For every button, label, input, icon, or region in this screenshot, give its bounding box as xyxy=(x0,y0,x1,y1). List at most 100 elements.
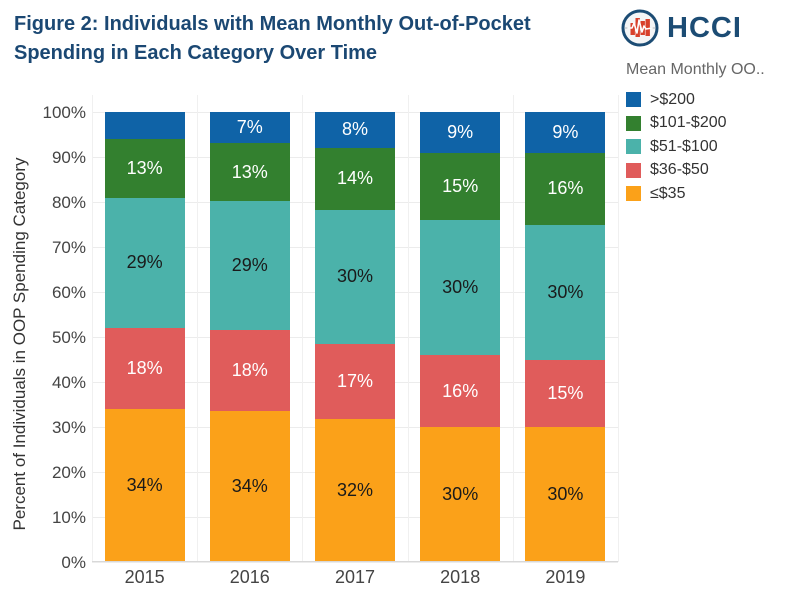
bar-2016: 34% 18% 29% 13% 7% xyxy=(209,112,290,562)
column-divider xyxy=(407,95,409,562)
bar-segment-2018-101-200[interactable]: 15% xyxy=(420,152,501,220)
y-tick-30: 30% xyxy=(51,418,86,437)
bar-segment-2018-35[interactable]: 30% xyxy=(420,427,501,562)
bar-segment-2017-36-50[interactable]: 17% xyxy=(315,343,395,420)
bar-segment-2019-101-200[interactable]: 16% xyxy=(525,152,606,225)
y-tick-80: 80% xyxy=(51,193,86,212)
segment-value-label: 15% xyxy=(547,382,584,403)
x-tick-2015: 2015 xyxy=(124,567,165,587)
segment-value-label: 30% xyxy=(547,484,584,504)
legend-label: $51-$100 xyxy=(650,137,718,155)
legend-label: $101-$200 xyxy=(650,114,727,132)
bar-segment-2019-36-50[interactable]: 15% xyxy=(525,359,606,427)
segment-value-label: 34% xyxy=(126,475,163,495)
bar-segment-2015-36-50[interactable]: 18% xyxy=(104,328,185,409)
x-tick-2017: 2017 xyxy=(334,567,375,587)
segment-value-label: 29% xyxy=(231,255,268,276)
legend-label: >$200 xyxy=(650,90,695,108)
bar-2015: 34% 18% 29% 13% xyxy=(104,112,185,562)
figure-title: Figure 2: Individuals with Mean Monthly … xyxy=(14,10,531,68)
legend-swatch xyxy=(626,162,641,178)
bar-segment-2017-200[interactable]: 8% xyxy=(315,112,395,148)
bar-segment-2016-35[interactable]: 34% xyxy=(209,410,290,562)
bar-segment-2019-200[interactable]: 9% xyxy=(525,112,606,153)
segment-value-label: 8% xyxy=(341,119,368,140)
y-tick-0: 0% xyxy=(61,553,86,572)
y-tick-70: 70% xyxy=(51,238,86,257)
bar-segment-2017-101-200[interactable]: 14% xyxy=(315,147,395,211)
bar-segment-2016-36-50[interactable]: 18% xyxy=(209,330,290,411)
bar-2018: 30% 16% 30% 15% 9% xyxy=(420,112,501,562)
bar-segment-2016-200[interactable]: 7% xyxy=(209,112,290,144)
bar-segment-2016-51-100[interactable]: 29% xyxy=(209,201,290,331)
y-tick-60: 60% xyxy=(51,283,86,302)
hcci-logo-icon xyxy=(621,9,659,47)
bar-segment-2018-36-50[interactable]: 16% xyxy=(420,355,501,427)
segment-value-label: 30% xyxy=(547,281,584,302)
segment-value-label: 13% xyxy=(126,157,163,178)
y-tick-100: 100% xyxy=(42,103,86,122)
bar-segment-2016-101-200[interactable]: 13% xyxy=(209,143,290,202)
segment-value-label: 18% xyxy=(231,359,268,380)
gridline-100 xyxy=(92,111,618,113)
segment-value-label: 34% xyxy=(231,475,268,496)
legend-title: Mean Monthly OO.. xyxy=(626,61,765,78)
y-axis-ticks: 100% 90% 80% 70% 60% 50% 40% 30% 20% 10% 0% xyxy=(0,103,86,572)
legend-swatch xyxy=(626,139,641,155)
segment-value-label: 7% xyxy=(236,117,263,138)
figure-title-line1: Figure 2: Individuals with Mean Monthly … xyxy=(14,13,531,35)
legend-swatch xyxy=(626,115,641,131)
legend-items: >$200 $101-$200 $51-$100 $36-$50 ≤$35 xyxy=(626,88,765,206)
bar-segment-2015-51-100[interactable]: 29% xyxy=(104,197,185,328)
segment-value-label: 30% xyxy=(442,277,479,297)
segment-value-label: 30% xyxy=(442,484,479,504)
segment-value-label: 15% xyxy=(442,175,479,196)
bar-2017: 32% 17% 30% 14% 8% xyxy=(315,112,395,562)
column-divider xyxy=(618,95,619,562)
bar-2019: 30% 15% 30% 16% 9% xyxy=(525,112,606,562)
y-tick-20: 20% xyxy=(51,463,86,482)
x-axis-ticks: 2015 2016 2017 2018 2019 xyxy=(92,567,618,593)
segment-value-label: 32% xyxy=(336,480,374,501)
plot-area: 34% 18% 29% 13% 34% 18% 29% 13% 7% 32% 17% 30% 14% 8%… xyxy=(92,95,619,563)
bar-segment-2015-101-200[interactable]: 13% xyxy=(104,139,185,198)
segment-value-label: 16% xyxy=(547,178,584,198)
segment-value-label: 9% xyxy=(552,121,579,142)
column-divider xyxy=(302,95,304,562)
legend-label: $36-$50 xyxy=(650,161,709,179)
x-axis-line xyxy=(92,561,618,562)
segment-value-label: 17% xyxy=(336,371,374,392)
y-tick-40: 40% xyxy=(51,373,86,392)
legend-item-51-100[interactable]: $51-$100 xyxy=(626,135,765,159)
figure-title-line2: Spending in Each Category Over Time xyxy=(14,42,378,64)
column-divider xyxy=(197,95,199,562)
bar-segment-2017-35[interactable]: 32% xyxy=(315,419,395,562)
bar-segment-2015-200[interactable] xyxy=(104,112,185,139)
legend-item-36-50[interactable]: $36-$50 xyxy=(626,159,765,183)
column-divider xyxy=(512,95,514,562)
legend-swatch xyxy=(626,92,641,108)
legend: Mean Monthly OO.. >$200 $101-$200 $51-$100… xyxy=(626,61,765,206)
segment-value-label: 14% xyxy=(336,168,374,189)
legend-label: ≤$35 xyxy=(650,184,686,202)
segment-value-label: 29% xyxy=(126,252,163,273)
bar-segment-2018-51-100[interactable]: 30% xyxy=(420,220,501,355)
x-tick-2019: 2019 xyxy=(545,567,586,587)
legend-item-35[interactable]: ≤$35 xyxy=(626,182,765,206)
y-tick-10: 10% xyxy=(51,508,86,527)
y-tick-50: 50% xyxy=(51,328,86,347)
bar-segment-2019-35[interactable]: 30% xyxy=(525,427,606,562)
legend-item-101-200[interactable]: $101-$200 xyxy=(626,112,765,136)
gridline-0 xyxy=(92,561,618,563)
bar-segment-2019-51-100[interactable]: 30% xyxy=(525,224,606,360)
segment-value-label: 13% xyxy=(231,161,268,182)
legend-item-200[interactable]: >$200 xyxy=(626,88,765,112)
bar-segment-2018-200[interactable]: 9% xyxy=(420,112,501,153)
x-tick-2016: 2016 xyxy=(229,567,270,587)
y-tick-90: 90% xyxy=(51,148,86,167)
segment-value-label: 9% xyxy=(447,121,474,142)
bar-segment-2015-35[interactable]: 34% xyxy=(104,409,185,562)
bar-segment-2017-51-100[interactable]: 30% xyxy=(315,210,395,344)
legend-swatch xyxy=(626,186,641,202)
